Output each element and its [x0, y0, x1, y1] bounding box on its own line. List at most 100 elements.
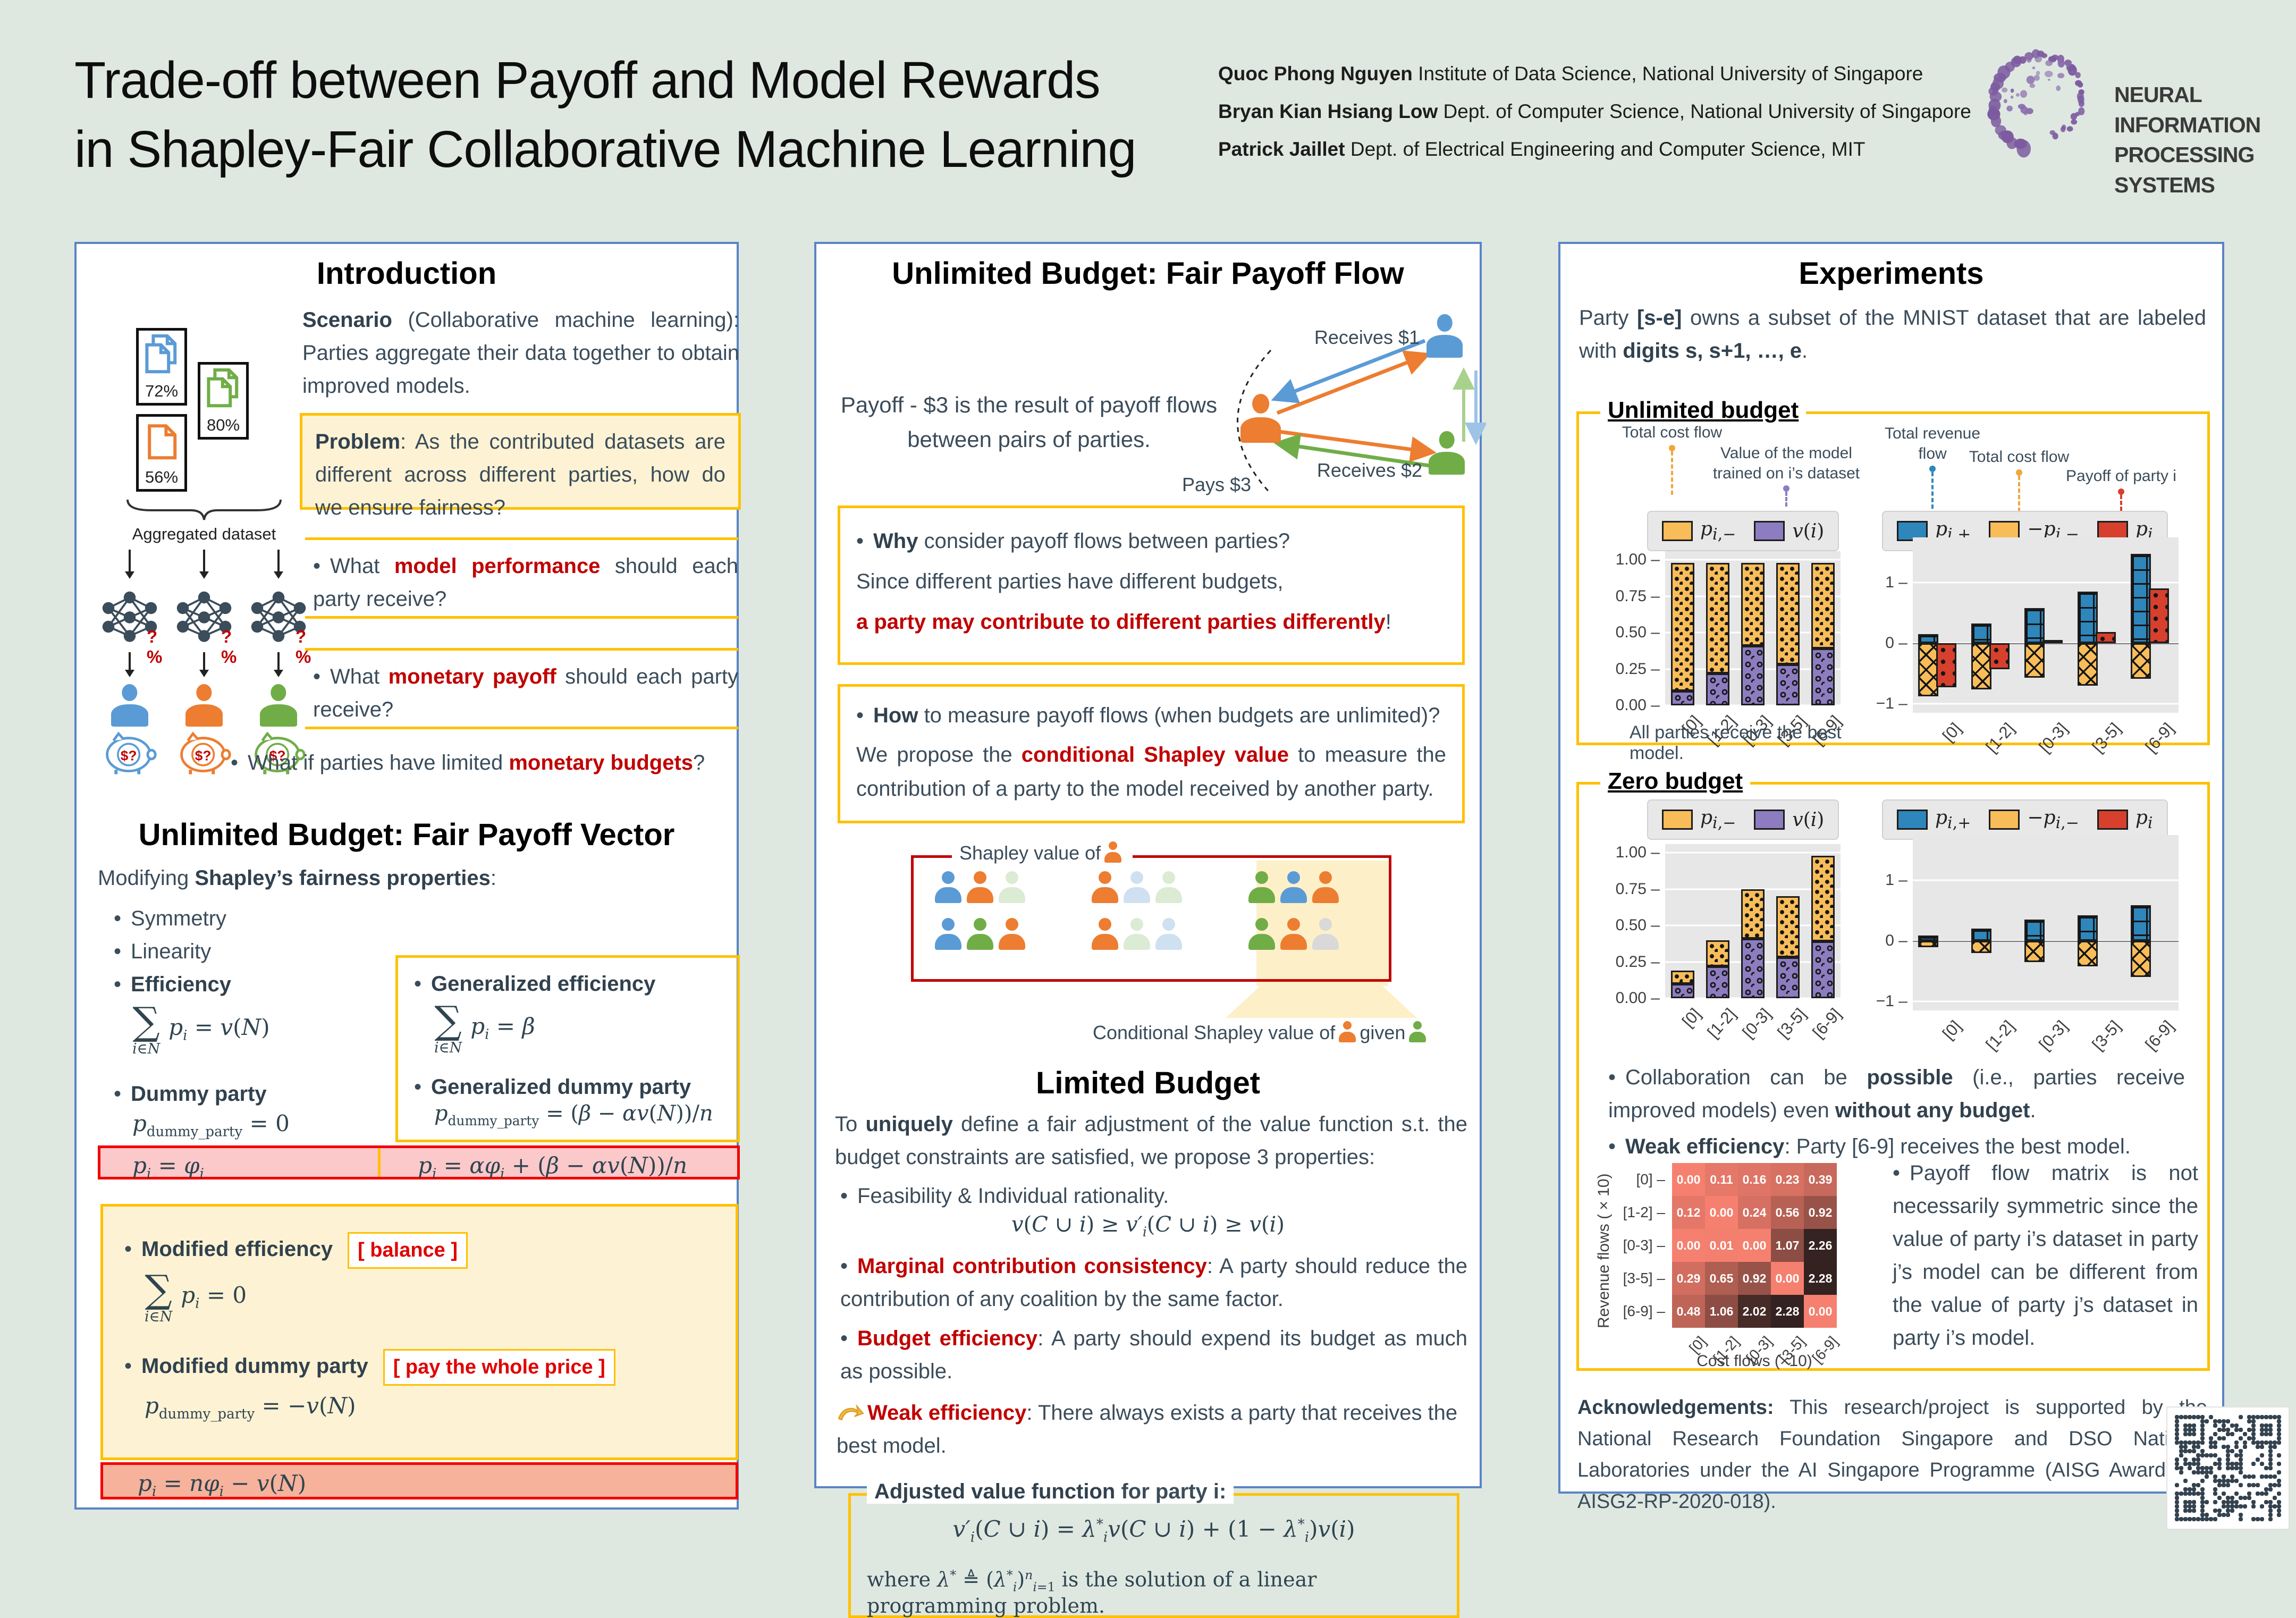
heatmap-cell: 0.48	[1672, 1295, 1705, 1328]
person-icon-blue	[934, 871, 963, 903]
heatmap-cell: 0.00	[1672, 1229, 1705, 1262]
heatmap-cell: 0.00	[1804, 1295, 1837, 1328]
accuracy-label: 80%	[206, 416, 240, 434]
party-green-icon	[260, 684, 297, 727]
heatmap-col-labels: [0] [1-2] [0-3] [3-5] [6-9]	[1672, 1329, 1841, 1366]
heatmap-cell: 0.92	[1738, 1262, 1771, 1295]
bar-segment-red	[2096, 631, 2116, 644]
author-block: Quoc Phong Nguyen Institute of Data Scie…	[1218, 63, 1971, 176]
person-icon-green_faded	[1154, 871, 1183, 903]
legend-label: pi	[2135, 807, 2153, 833]
legend-label: v(i)	[1792, 808, 1825, 831]
formula-shapley-payoff: pi = φi	[100, 1148, 381, 1182]
panel-experiments: Experiments Party [s-e] owns a subset of…	[1558, 242, 2224, 1513]
model-network-icon: ?%	[247, 589, 313, 667]
legend-label: pi	[2135, 518, 2153, 544]
bar-segment-purple	[1776, 664, 1800, 705]
legend-left: pi,− v(i)	[1647, 511, 1839, 552]
heatmap-cell: 0.12	[1672, 1196, 1705, 1229]
bar-segment-orange	[1706, 562, 1730, 673]
author-affiliation: Dept. of Computer Science, National Univ…	[1443, 100, 1971, 122]
bar-segment-orange	[1811, 855, 1835, 942]
bar-segment-purple	[1776, 957, 1800, 998]
bar-segment-orange	[1706, 940, 1730, 966]
legend-item: v(i)	[1754, 520, 1824, 542]
heatmap-cell: 0.92	[1804, 1196, 1837, 1229]
heatmap-grid: 0.00 0.11 0.16 0.23 0.39 0.12 0.00 0.24 0.56 0.92…	[1672, 1163, 1837, 1328]
acknowledgements: Acknowledgements: This research/project …	[1577, 1396, 2207, 1513]
experiments-intro: Party [s-e] owns a subset of the MNIST d…	[1579, 306, 2206, 363]
section-heading: Experiments	[1799, 256, 1984, 291]
y-tick: 0.75 –	[1615, 587, 1660, 605]
flow-caption: Payoff - $3 is the result of payoff flow…	[840, 392, 1218, 452]
heatmap-cell: 0.56	[1771, 1196, 1804, 1229]
bar-segment-red	[2149, 588, 2169, 644]
person-icon-orange	[1311, 871, 1340, 903]
qr-code	[2167, 1408, 2289, 1529]
arrow-down-icon	[125, 550, 134, 579]
heatmap-cell: 0.00	[1705, 1196, 1738, 1229]
zero-budget-box: pi,− v(i) pi,+ −pi,− pi 0.00 – 0.25 – 0.50 – 0…	[1576, 782, 2210, 1371]
shapley-value-box	[911, 855, 1391, 982]
heatmap-row-label: [0] –	[1636, 1171, 1665, 1187]
heatmap-cell: 0.00	[1738, 1229, 1771, 1262]
receiver-green-icon	[1429, 431, 1465, 475]
bar-segment-purple	[1706, 673, 1730, 705]
balance-tag: [ balance ]	[348, 1232, 468, 1269]
bar-segment-blue	[2131, 905, 2151, 941]
annotation-total-revenue-flow: Total revenue flow	[1869, 424, 1996, 535]
person-icon-green	[1247, 871, 1276, 903]
bullet-efficiency: • Efficiency	[114, 973, 231, 996]
party-blue-icon	[111, 684, 148, 727]
divider	[305, 648, 738, 651]
pays-label: Pays $3	[1182, 474, 1252, 495]
panel-payoff-flow: Unlimited Budget: Fair Payoff Flow Payof…	[814, 242, 1486, 1618]
annotation-payoff-party: Payoff of party i	[2060, 466, 2182, 523]
chart-unlimited-payoff: 0.00 –0.25 –0.50 –0.75 –1.00 – [0] [1-2][…	[1616, 551, 1850, 748]
unknown-performance-label: ?%	[221, 627, 237, 667]
x-tick: [3-5]	[2088, 1017, 2125, 1054]
chart-zero-flows: 1 – 0 – −1 – [0] [1-2] [0-3] [3-5] [6-9]	[1876, 835, 2196, 1054]
bullet-gen-efficiency: • Generalized efficiency	[414, 972, 656, 996]
logo-line: PROCESSING SYSTEMS	[2114, 142, 2255, 197]
piggy-bank-green-icon: $?	[251, 729, 307, 779]
formula-efficiency: ∑ i∈N pi = v(N)	[132, 999, 270, 1057]
annotation-total-cost-flow2: Total cost flow	[1961, 447, 2078, 518]
author-affiliation: Dept. of Electrical Engineering and Comp…	[1350, 138, 1865, 160]
heatmap-cell: 0.16	[1738, 1163, 1771, 1196]
author-name: Quoc Phong Nguyen	[1218, 63, 1413, 85]
x-tick: [0-3]	[2035, 1017, 2072, 1054]
bar-segment-yellow	[2024, 643, 2045, 678]
bullet-mod-efficiency: • Modified efficiency[ balance ]	[124, 1232, 468, 1269]
x-tick: [0-3]	[1738, 1005, 1775, 1042]
bar-segment-yellow	[2078, 941, 2098, 966]
bar-segment-yellow	[2078, 643, 2098, 686]
unlimited-caption: All parties receive the best model.	[1630, 722, 1842, 763]
formula-mod-shapley: pi = nφi − v(N)	[138, 1470, 307, 1500]
y-tick: 0.75 –	[1615, 880, 1660, 898]
modified-properties-box: • Modified efficiency[ balance ] ∑ i∈N pi =…	[100, 1204, 738, 1460]
person-icon-orange	[998, 918, 1026, 950]
bar-segment-blue	[2024, 920, 2045, 941]
heatmap-cell: 0.29	[1672, 1262, 1705, 1295]
legend-item: −pi,−	[1989, 807, 2079, 832]
bar-segment-orange	[1776, 562, 1800, 665]
legend-swatch-purple	[1754, 521, 1785, 542]
neurips-logo-icon	[1973, 36, 2111, 174]
bar-segment-blue	[1971, 929, 1991, 941]
x-tick: [3-5]	[1774, 1005, 1810, 1042]
legend-label: −pi,−	[2027, 807, 2079, 833]
legend-item: pi,−	[1662, 807, 1736, 832]
svg-text:$?: $?	[269, 747, 286, 763]
heatmap-cell: 1.06	[1705, 1295, 1738, 1328]
adjusted-value-box: v′i(C ∪ i) = λ*iv(C ∪ i) + (1 − λ*i)v(i)…	[848, 1493, 1459, 1618]
heatmap-row-label: [3-5] –	[1623, 1270, 1665, 1286]
heatmap-cell: 0.23	[1771, 1163, 1804, 1196]
bar-segment-yellow	[1971, 941, 1991, 953]
panel-introduction: Introduction Scenario (Collaborative mac…	[74, 242, 741, 1510]
legend-swatch-blue	[1897, 810, 1928, 830]
y-tick: −1 –	[1876, 694, 1907, 712]
x-tick: [0-3]	[2035, 719, 2072, 756]
y-tick: 0.50 –	[1615, 623, 1660, 642]
legend-right: pi,+ −pi,− pi	[1882, 799, 2168, 840]
